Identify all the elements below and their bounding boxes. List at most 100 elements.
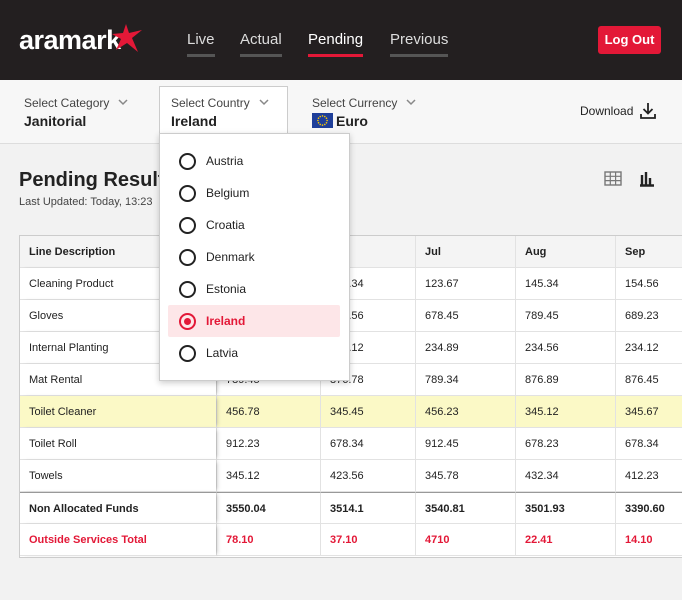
nav-label[interactable]: Actual (240, 31, 282, 48)
table-cell: 234.89 (415, 332, 515, 364)
filter[interactable]: Select Currency Euro (312, 80, 432, 129)
table-view-icon[interactable] (604, 171, 622, 187)
filter-value[interactable]: Ireland (171, 113, 217, 129)
option-label[interactable]: Denmark (206, 250, 255, 264)
table-cell: 789.34 (415, 364, 515, 396)
table-cell: 3390.60 (615, 492, 682, 524)
nav-underline (308, 54, 364, 57)
row-label: Toilet Roll (20, 428, 216, 460)
nav-label[interactable]: Pending (308, 31, 364, 48)
radio[interactable] (179, 217, 196, 234)
table-cell: 145.34 (515, 268, 615, 300)
table-cell: 876.89 (515, 364, 615, 396)
row-label: Toilet Cleaner (20, 396, 216, 428)
table-cell: 14.10 (615, 524, 682, 556)
table-cell: 3550.04 (216, 492, 320, 524)
option-label[interactable]: Austria (206, 154, 244, 168)
header: aramark Live Actual Pending Previous Log Ou… (0, 0, 682, 80)
row-label: Outside Services Total (20, 524, 216, 556)
country-select[interactable] (159, 86, 288, 134)
option-label[interactable]: Croatia (206, 218, 245, 232)
filter-label[interactable]: Select Country (171, 96, 250, 110)
filter[interactable]: Select Category Janitorial (24, 80, 144, 129)
results-title: Pending Results (19, 169, 176, 191)
table-cell: 3540.81 (415, 492, 515, 524)
table-cell: 678.23 (515, 428, 615, 460)
country-option[interactable]: Denmark (168, 241, 340, 273)
radio[interactable] (179, 249, 196, 266)
table-cell: 345.78 (415, 460, 515, 492)
download[interactable]: Download (580, 104, 634, 118)
row-label: Towels (20, 460, 216, 492)
radio[interactable] (179, 153, 196, 170)
filter-value[interactable]: Euro (336, 113, 368, 129)
table-cell: 456.23 (415, 396, 515, 428)
eu-flag (312, 113, 333, 128)
table-cell: 423.56 (320, 460, 415, 492)
radio[interactable] (179, 345, 196, 362)
country-option[interactable]: Latvia (168, 337, 340, 369)
table-cell: 3501.93 (515, 492, 615, 524)
table-cell: 678.34 (615, 428, 682, 460)
table-cell: 689.23 (615, 300, 682, 332)
chevron[interactable] (259, 99, 269, 106)
table-cell: 678.34 (320, 428, 415, 460)
logo: aramark (19, 25, 121, 55)
nav-underline (187, 54, 215, 57)
row-label: Non Allocated Funds (20, 492, 216, 524)
results-table: Line DescriptionJunJulAugSepCleaning Pro… (19, 235, 682, 558)
nav-underline (240, 54, 282, 57)
option-label[interactable]: Latvia (206, 346, 239, 360)
table-cell: 678.45 (415, 300, 515, 332)
filter-label[interactable]: Select Currency (312, 96, 398, 110)
table-cell: 412.23 (615, 460, 682, 492)
radio[interactable] (179, 185, 196, 202)
filter-label[interactable]: Select Category (24, 96, 110, 110)
nav-item[interactable]: Actual (240, 31, 282, 57)
filter-value[interactable]: Janitorial (24, 113, 87, 129)
column-header: Aug (515, 236, 615, 268)
nav-underline (390, 54, 449, 57)
filter[interactable]: Select Country Ireland (171, 80, 291, 129)
country-option[interactable]: Austria (168, 145, 340, 177)
nav-item[interactable]: Previous (390, 31, 449, 57)
nav-label[interactable]: Live (187, 31, 215, 48)
nav-item[interactable]: Pending (308, 31, 364, 57)
table-cell: 123.67 (415, 268, 515, 300)
column-header: Jul (415, 236, 515, 268)
table-cell: 345.67 (615, 396, 682, 428)
radio[interactable] (179, 313, 196, 330)
table-cell: 789.45 (515, 300, 615, 332)
nav-label[interactable]: Previous (390, 31, 449, 48)
country-dropdown: Austria Belgium Croatia Denmark Estonia Irela… (159, 133, 350, 381)
chevron[interactable] (406, 99, 416, 106)
option-label[interactable]: Belgium (206, 186, 250, 200)
radio[interactable] (179, 281, 196, 298)
table-cell: 876.45 (615, 364, 682, 396)
table-cell: 345.45 (320, 396, 415, 428)
country-option[interactable]: Ireland (168, 305, 340, 337)
table-cell: 78.10 (216, 524, 320, 556)
country-option[interactable]: Croatia (168, 209, 340, 241)
table-cell: 912.23 (216, 428, 320, 460)
table-cell: 345.12 (216, 460, 320, 492)
download-icon[interactable] (640, 102, 656, 120)
column-header: Sep (615, 236, 682, 268)
table-cell: 456.78 (216, 396, 320, 428)
country-option[interactable]: Estonia (168, 273, 340, 305)
nav-item[interactable]: Live (187, 31, 215, 57)
table-cell: 234.12 (615, 332, 682, 364)
table-cell: 37.10 (320, 524, 415, 556)
last-updated: Last Updated: Today, 13:23 (19, 196, 153, 208)
logout-button[interactable]: Log Out (598, 26, 661, 54)
country-option[interactable]: Belgium (168, 177, 340, 209)
table-cell: 4710 (415, 524, 515, 556)
table-cell: 22.41 (515, 524, 615, 556)
chart-view-icon[interactable] (639, 170, 655, 187)
table-cell: 432.34 (515, 460, 615, 492)
logo-star (112, 24, 142, 52)
option-label[interactable]: Ireland (206, 314, 246, 328)
option-label[interactable]: Estonia (206, 282, 247, 296)
chevron[interactable] (118, 99, 128, 106)
